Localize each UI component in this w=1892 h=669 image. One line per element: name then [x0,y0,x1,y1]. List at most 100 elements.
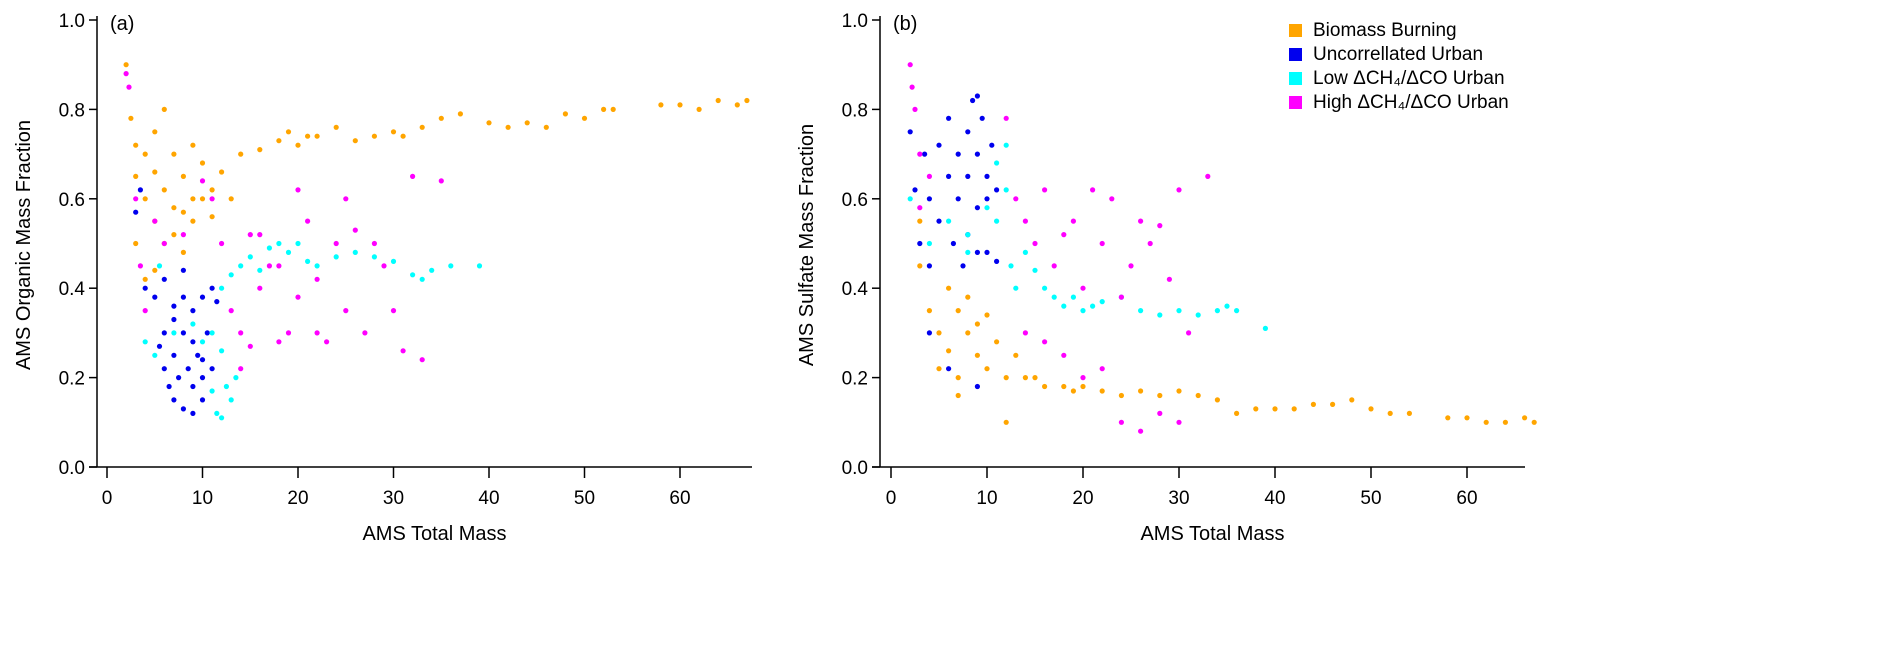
y-axis-title: AMS Organic Mass Fraction [13,120,35,370]
data-point [936,218,942,224]
data-point [314,263,320,269]
data-point [1157,223,1163,229]
data-point [1032,267,1038,273]
data-point [601,106,607,112]
data-point [581,115,588,121]
data-point [974,93,981,99]
x-tick-label: 0 [102,488,113,509]
data-point [1176,419,1182,425]
data-point [295,187,301,193]
y-axis-title: AMS Sulfate Mass Fraction [796,124,818,366]
data-point [219,169,225,175]
data-point [984,173,990,179]
data-point [333,240,339,247]
data-point [1234,410,1240,416]
data-point [1118,392,1124,399]
data-point [133,240,139,247]
data-point [984,205,990,211]
data-point [926,196,933,202]
data-point [219,348,225,354]
data-point [247,254,253,260]
data-point [161,366,167,372]
data-point [419,124,425,130]
data-point [190,383,196,390]
data-point [209,214,215,220]
data-point [936,142,942,148]
data-point [400,133,406,139]
data-point [152,129,158,135]
x-tick-label: 20 [1072,488,1093,509]
data-point [362,330,368,336]
data-point [152,267,158,273]
data-point [419,276,425,282]
data-point [266,263,272,269]
data-point [1128,263,1134,269]
data-point [955,392,961,399]
panel-b: 0.0 0.2 0.4 0.6 0.8 1.0 0 10 20 30 40 50 60 AMS Total… [796,11,1537,545]
data-point [476,263,483,269]
data-point [946,366,952,372]
data-point [1090,187,1096,193]
data-point [190,339,196,345]
data-point [448,263,454,269]
data-point [133,209,139,215]
data-point [696,106,702,112]
data-point [180,406,186,412]
data-point [505,124,511,130]
x-tick-label: 60 [669,488,690,509]
data-point [285,249,292,255]
data-point [1349,397,1355,403]
data-point [1099,388,1105,394]
data-point [214,299,220,305]
data-point [238,151,244,157]
y-tick-label: 0.8 [59,100,85,121]
data-point [371,133,377,139]
x-tick-label: 40 [478,488,499,509]
data-point [381,263,387,269]
data-point [950,240,957,247]
data-point [429,267,435,273]
data-point [324,339,330,345]
data-point [161,330,167,336]
data-point [974,151,981,157]
data-point [1022,330,1028,336]
data-point [917,151,923,157]
data-point [199,357,206,363]
data-point [1176,308,1182,314]
data-point [946,285,952,291]
data-point [176,375,182,381]
data-point [994,187,1000,193]
data-point [352,138,358,144]
data-point [1070,388,1076,394]
data-point [171,232,177,238]
data-point [984,366,990,372]
data-point [209,196,215,202]
data-point [1330,401,1336,407]
data-point [161,187,167,193]
series-3 [123,71,444,372]
data-point [974,321,981,327]
data-point [257,285,263,291]
data-point [390,258,397,264]
data-point [166,383,172,390]
data-point [137,187,143,193]
legend: Biomass Burning Uncorrellated Urban Low ΔC… [1289,20,1509,113]
legend-swatch [1289,72,1302,85]
data-point [156,263,163,269]
data-point [1205,173,1211,179]
data-point [1522,415,1528,421]
data-point [1445,415,1451,421]
data-point [1157,312,1163,318]
data-point [161,240,167,247]
data-point [219,285,225,291]
data-point [223,383,229,390]
data-point [133,173,139,179]
data-point [984,312,990,318]
data-point [1042,383,1048,390]
data-point [314,330,320,336]
legend-label: Uncorrellated Urban [1313,44,1483,65]
data-point [1008,263,1014,269]
data-point [257,232,263,238]
data-point [955,196,961,202]
data-point [562,111,569,117]
